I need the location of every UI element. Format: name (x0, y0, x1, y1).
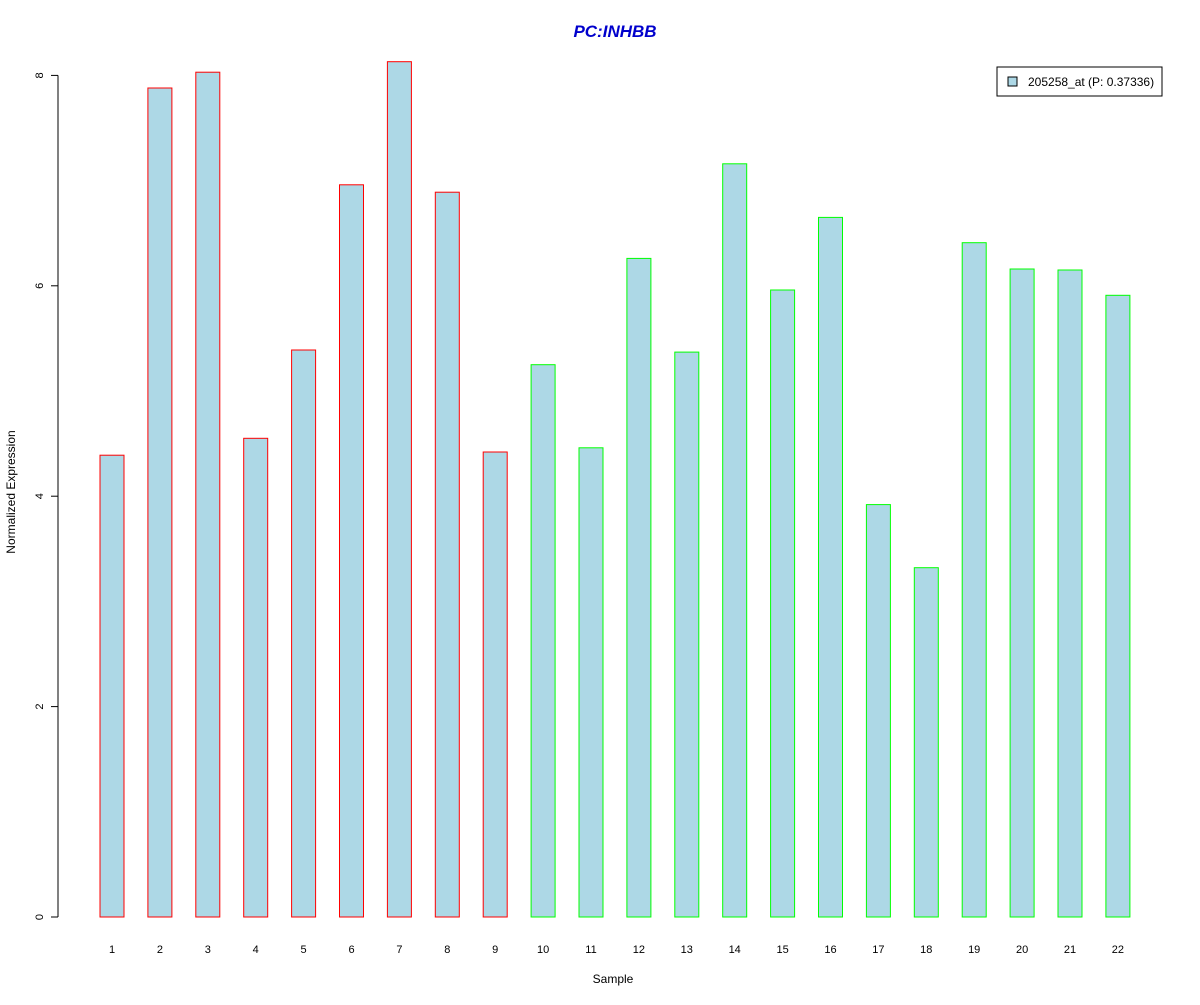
x-axis-label: Sample (593, 972, 634, 986)
legend-swatch (1007, 76, 1018, 87)
x-tick-label: 19 (968, 944, 980, 956)
bar-sample-15 (770, 289, 796, 918)
bar-sample-2 (147, 87, 173, 918)
bar-sample-12 (626, 257, 652, 918)
bar-sample-1 (99, 454, 125, 918)
bar-sample-9 (482, 451, 508, 918)
x-tick-label: 21 (1064, 944, 1076, 956)
y-axis: 0 2 4 6 8 (34, 72, 59, 920)
x-tick-label: 15 (776, 944, 788, 956)
bar-sample-14 (722, 163, 748, 918)
x-tick-label: 7 (396, 944, 402, 956)
legend: 205258_at (P: 0.37336) (996, 66, 1163, 97)
bar-sample-4 (243, 437, 269, 918)
y-tick-label: 8 (34, 72, 46, 78)
y-tick-label: 4 (34, 493, 46, 499)
bars-group (99, 61, 1131, 918)
x-tick-label: 13 (681, 944, 693, 956)
chart-title: PC:INHBB (573, 22, 656, 41)
x-tick-label: 5 (301, 944, 307, 956)
x-tick-label: 1 (109, 944, 115, 956)
x-tick-label: 9 (492, 944, 498, 956)
x-tick-label: 17 (872, 944, 884, 956)
x-tick-label: 11 (585, 944, 596, 956)
x-tick-label: 12 (633, 944, 645, 956)
bar-sample-6 (339, 184, 364, 918)
bar-sample-16 (818, 216, 843, 918)
bar-sample-5 (291, 349, 317, 918)
x-tick-label: 8 (444, 944, 450, 956)
bar-sample-3 (195, 71, 221, 918)
bar-sample-19 (961, 242, 987, 918)
x-tick-label: 18 (920, 944, 932, 956)
x-tick-label: 10 (537, 944, 549, 956)
x-tick-label: 4 (253, 944, 259, 956)
x-tick-label: 6 (348, 944, 354, 956)
y-tick-label: 6 (34, 283, 46, 289)
bar-sample-7 (386, 61, 412, 918)
x-tick-labels: 1 2 3 4 5 6 7 8 9 10 11 12 13 14 15 16 17 18 19 20 21 22 (109, 944, 1124, 956)
x-tick-label: 20 (1016, 944, 1028, 956)
x-tick-label: 16 (824, 944, 836, 956)
bar-sample-22 (1105, 294, 1131, 918)
y-tick-label: 2 (34, 704, 46, 710)
y-tick-label: 0 (34, 914, 46, 920)
bar-sample-13 (674, 351, 700, 918)
bar-sample-20 (1009, 268, 1035, 918)
y-axis-label: Normalized Expression (4, 430, 18, 553)
bar-sample-18 (913, 567, 939, 918)
x-tick-label: 2 (157, 944, 163, 956)
bar-sample-17 (865, 504, 891, 918)
bar-sample-10 (530, 364, 556, 918)
bar-sample-21 (1057, 269, 1083, 918)
legend-box (996, 66, 1163, 97)
x-tick-label: 3 (205, 944, 211, 956)
x-tick-label: 22 (1112, 944, 1124, 956)
bar-sample-8 (434, 191, 460, 918)
legend-label: 205258_at (P: 0.37336) (1028, 75, 1154, 89)
bar-sample-11 (578, 447, 604, 918)
x-tick-label: 14 (729, 944, 741, 956)
